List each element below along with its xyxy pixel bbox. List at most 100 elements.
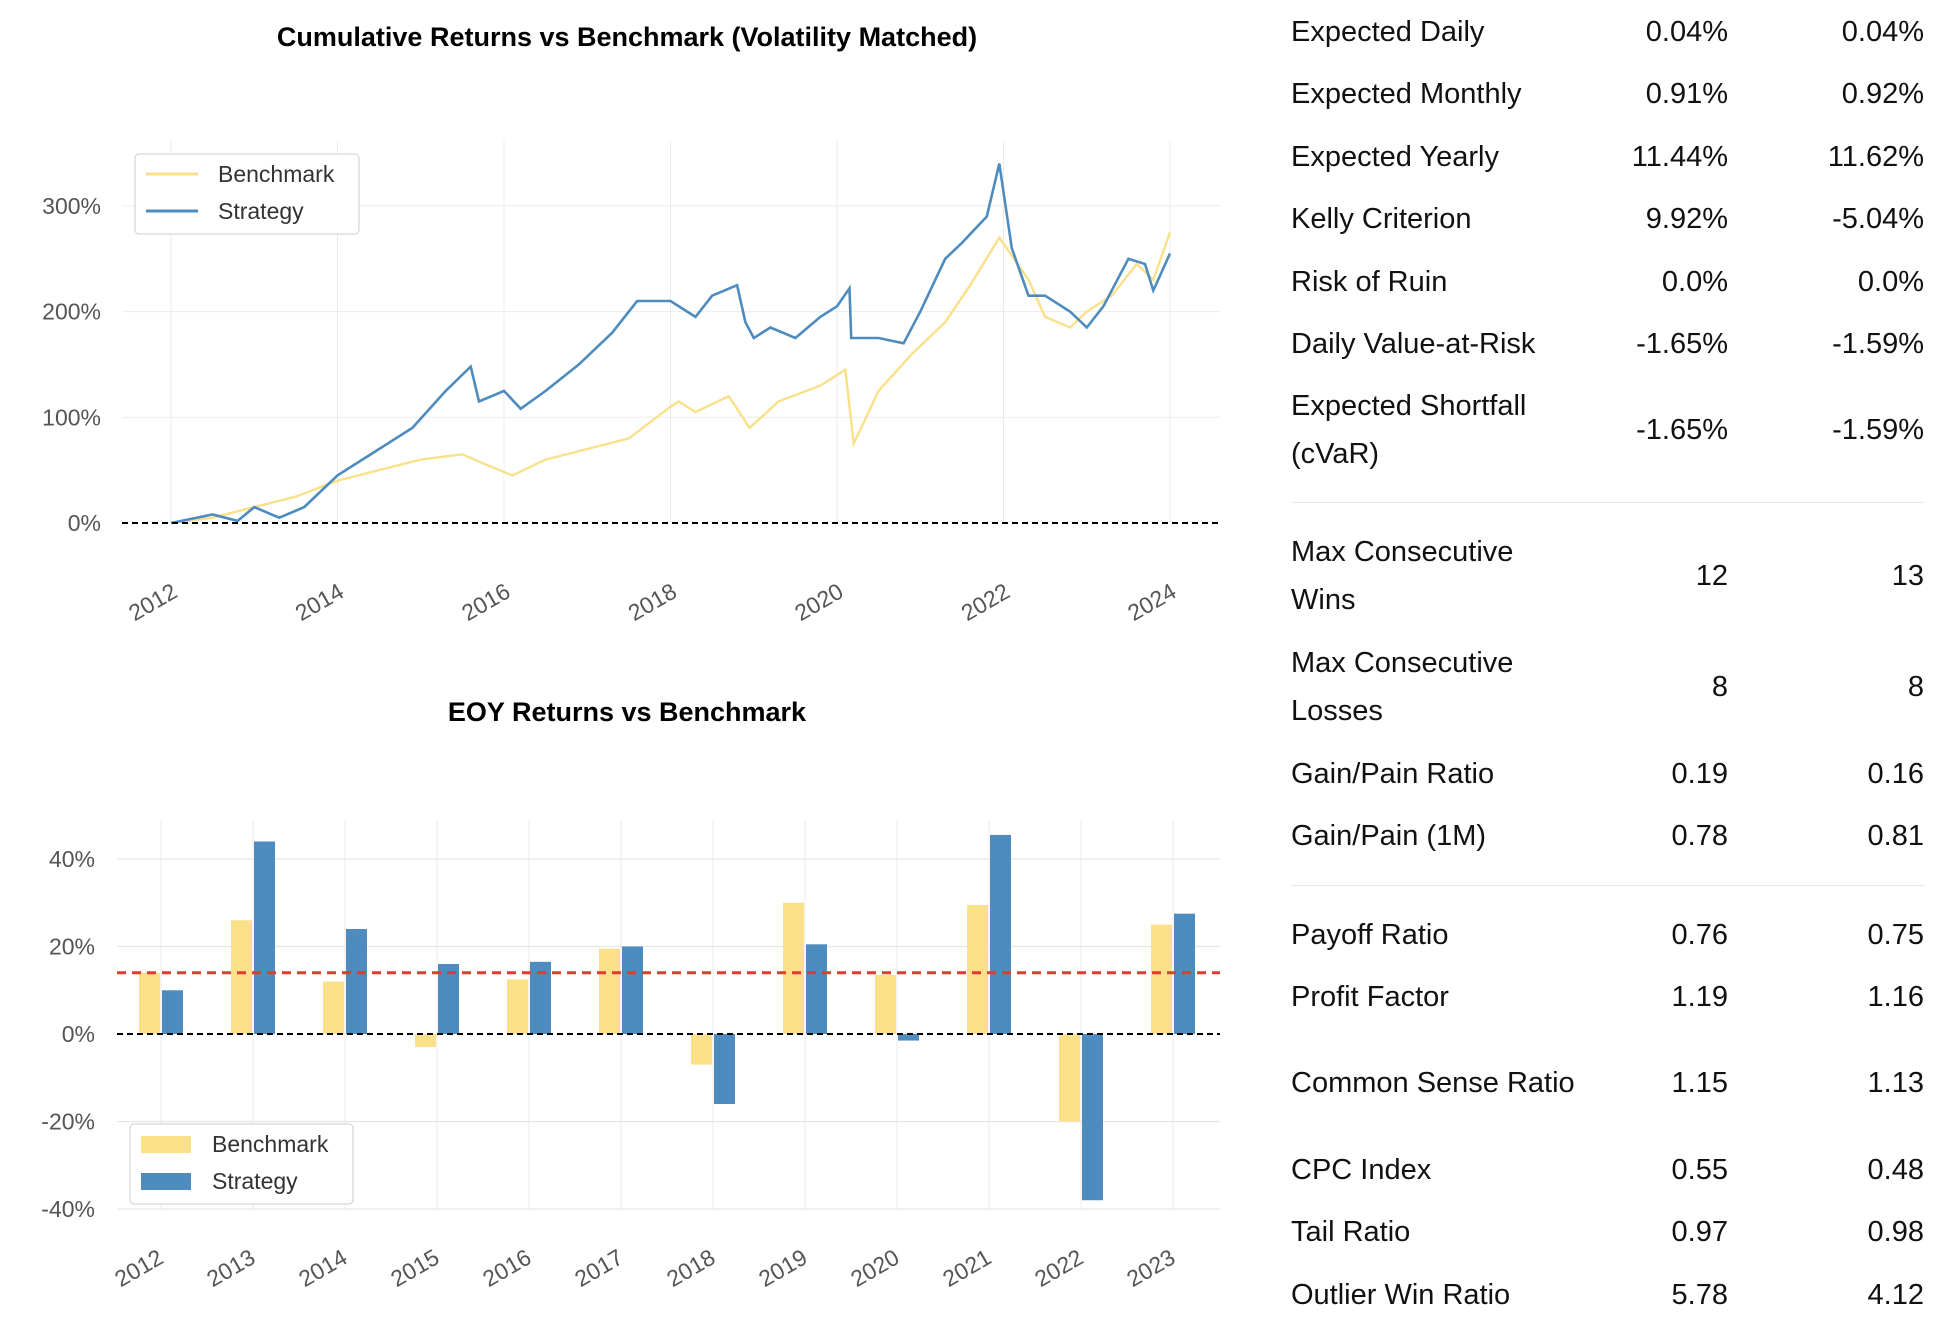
benchmark-bar bbox=[323, 981, 344, 1034]
metric-label: Tail Ratio bbox=[1291, 1216, 1411, 1248]
metric-value-benchmark: 0.0% bbox=[1661, 265, 1728, 298]
y-tick-label: 20% bbox=[49, 934, 95, 960]
metric-value-benchmark: 12 bbox=[1695, 559, 1728, 592]
metric-value-benchmark: -1.65% bbox=[1636, 327, 1728, 360]
metric-row: Expected Shortfall (cVaR) -1.65% -1.59% bbox=[1291, 382, 1925, 478]
metric-value-strategy: 4.12 bbox=[1867, 1278, 1924, 1311]
metric-value-benchmark: 0.55 bbox=[1671, 1153, 1728, 1186]
x-tick-label: 2019 bbox=[754, 1244, 811, 1292]
strategy-line bbox=[170, 163, 1172, 525]
metric-row: CPC Index 0.55 0.48 bbox=[1291, 1146, 1925, 1194]
metric-value-strategy: 0.16 bbox=[1867, 757, 1924, 790]
y-tick-label: -20% bbox=[41, 1109, 95, 1135]
metric-row: Max Consecutive Wins 12 13 bbox=[1291, 528, 1925, 624]
metric-row: Max Consecutive Losses 8 8 bbox=[1291, 639, 1925, 735]
metric-row: Common Sense Ratio 1.15 1.13 bbox=[1291, 1035, 1925, 1131]
metric-value-strategy: 0.92% bbox=[1841, 77, 1924, 110]
benchmark-bar bbox=[691, 1034, 712, 1065]
x-tick-label: 2018 bbox=[662, 1244, 719, 1292]
metric-label: Expected Monthly bbox=[1291, 78, 1522, 110]
strategy-bar bbox=[162, 990, 183, 1034]
metric-value-benchmark: 11.44% bbox=[1631, 140, 1728, 173]
metric-label: Payoff Ratio bbox=[1291, 919, 1449, 951]
metric-label: Gain/Pain Ratio bbox=[1291, 758, 1495, 790]
metric-value-strategy: 1.13 bbox=[1867, 1066, 1924, 1099]
benchmark-bar bbox=[1059, 1034, 1080, 1122]
x-tick-label: 2022 bbox=[1030, 1244, 1087, 1292]
legend-label: Strategy bbox=[212, 1168, 298, 1194]
benchmark-bar bbox=[507, 979, 528, 1034]
metric-label: Expected Daily bbox=[1291, 16, 1485, 48]
strategy-bar bbox=[806, 944, 827, 1034]
metric-label: Max Consecutive Wins bbox=[1291, 536, 1514, 616]
benchmark-bar bbox=[1151, 924, 1172, 1034]
metric-value-strategy: -1.59% bbox=[1832, 413, 1924, 446]
metric-value-benchmark: 1.19 bbox=[1671, 980, 1728, 1013]
metric-row: Daily Value-at-Risk -1.65% -1.59% bbox=[1291, 320, 1925, 368]
metric-value-strategy: 0.98 bbox=[1867, 1215, 1924, 1248]
metric-label: Kelly Criterion bbox=[1291, 203, 1472, 235]
legend-swatch bbox=[141, 1173, 191, 1190]
metric-value-strategy: -1.59% bbox=[1832, 327, 1924, 360]
divider bbox=[1291, 502, 1925, 503]
x-tick-label: 2013 bbox=[202, 1244, 259, 1292]
metric-label: CPC Index bbox=[1291, 1154, 1432, 1186]
metric-value-benchmark: 0.19 bbox=[1671, 757, 1728, 790]
metric-value-benchmark: 5.78 bbox=[1671, 1278, 1728, 1311]
metric-row: Risk of Ruin 0.0% 0.0% bbox=[1291, 258, 1925, 306]
y-tick-label: 0% bbox=[68, 510, 101, 536]
x-tick-label: 2012 bbox=[110, 1244, 167, 1292]
metric-value-strategy: 8 bbox=[1907, 670, 1924, 703]
legend-label: Benchmark bbox=[218, 161, 335, 187]
cumulative-returns-chart: Cumulative Returns vs Benchmark (Volatil… bbox=[42, 22, 1220, 626]
chart-title: EOY Returns vs Benchmark bbox=[448, 697, 807, 727]
x-tick-label: 2016 bbox=[478, 1244, 535, 1292]
strategy-bar bbox=[438, 964, 459, 1034]
metric-label: Profit Factor bbox=[1291, 981, 1449, 1013]
benchmark-line bbox=[170, 231, 1172, 525]
divider bbox=[1291, 885, 1925, 886]
metric-row: Expected Daily 0.04% 0.04% bbox=[1291, 8, 1925, 56]
strategy-bar bbox=[714, 1034, 735, 1104]
metric-row: Gain/Pain (1M) 0.78 0.81 bbox=[1291, 812, 1925, 860]
metric-value-benchmark: -1.65% bbox=[1636, 413, 1728, 446]
metric-label: Max Consecutive Losses bbox=[1291, 647, 1514, 727]
metric-row: Expected Monthly 0.91% 0.92% bbox=[1291, 70, 1925, 118]
metric-row: Profit Factor 1.19 1.16 bbox=[1291, 973, 1925, 1021]
metric-value-strategy: 0.04% bbox=[1841, 15, 1924, 48]
metric-row: Payoff Ratio 0.76 0.75 bbox=[1291, 911, 1925, 959]
strategy-bar bbox=[346, 929, 367, 1034]
metric-row: Gain/Pain Ratio 0.19 0.16 bbox=[1291, 750, 1925, 798]
strategy-bar bbox=[254, 841, 275, 1034]
benchmark-bar bbox=[415, 1034, 436, 1048]
metric-value-benchmark: 0.04% bbox=[1645, 15, 1728, 48]
metric-value-strategy: -5.04% bbox=[1832, 202, 1924, 235]
metric-value-benchmark: 0.91% bbox=[1645, 77, 1728, 110]
metric-label: Outlier Win Ratio bbox=[1291, 1279, 1511, 1311]
y-tick-label: 200% bbox=[42, 299, 101, 325]
metric-value-strategy: 1.16 bbox=[1867, 980, 1924, 1013]
metric-value-benchmark: 0.97 bbox=[1671, 1215, 1728, 1248]
y-tick-label: 0% bbox=[62, 1021, 95, 1047]
metric-value-strategy: 11.62% bbox=[1827, 140, 1924, 173]
x-tick-label: 2014 bbox=[294, 1244, 351, 1292]
legend-swatch bbox=[141, 1136, 191, 1153]
metric-row: Kelly Criterion 9.92% -5.04% bbox=[1291, 195, 1925, 243]
metric-value-strategy: 0.81 bbox=[1867, 819, 1924, 852]
strategy-bar bbox=[622, 946, 643, 1034]
strategy-bar bbox=[530, 961, 551, 1034]
metric-row: Expected Yearly 11.44% 11.62% bbox=[1291, 133, 1925, 181]
metric-value-benchmark: 0.76 bbox=[1671, 918, 1728, 951]
y-tick-label: 100% bbox=[42, 404, 101, 430]
metric-value-strategy: 0.48 bbox=[1867, 1153, 1924, 1186]
chart-title: Cumulative Returns vs Benchmark (Volatil… bbox=[277, 22, 977, 52]
strategy-bar bbox=[990, 834, 1011, 1034]
x-tick-label: 2017 bbox=[570, 1244, 627, 1292]
metric-label: Expected Yearly bbox=[1291, 141, 1499, 173]
x-tick-label: 2020 bbox=[846, 1244, 903, 1292]
metric-value-strategy: 13 bbox=[1891, 559, 1924, 592]
strategy-bar bbox=[1082, 1034, 1103, 1201]
metric-label: Daily Value-at-Risk bbox=[1291, 328, 1536, 360]
metric-label: Risk of Ruin bbox=[1291, 266, 1448, 298]
benchmark-bar bbox=[139, 972, 160, 1034]
